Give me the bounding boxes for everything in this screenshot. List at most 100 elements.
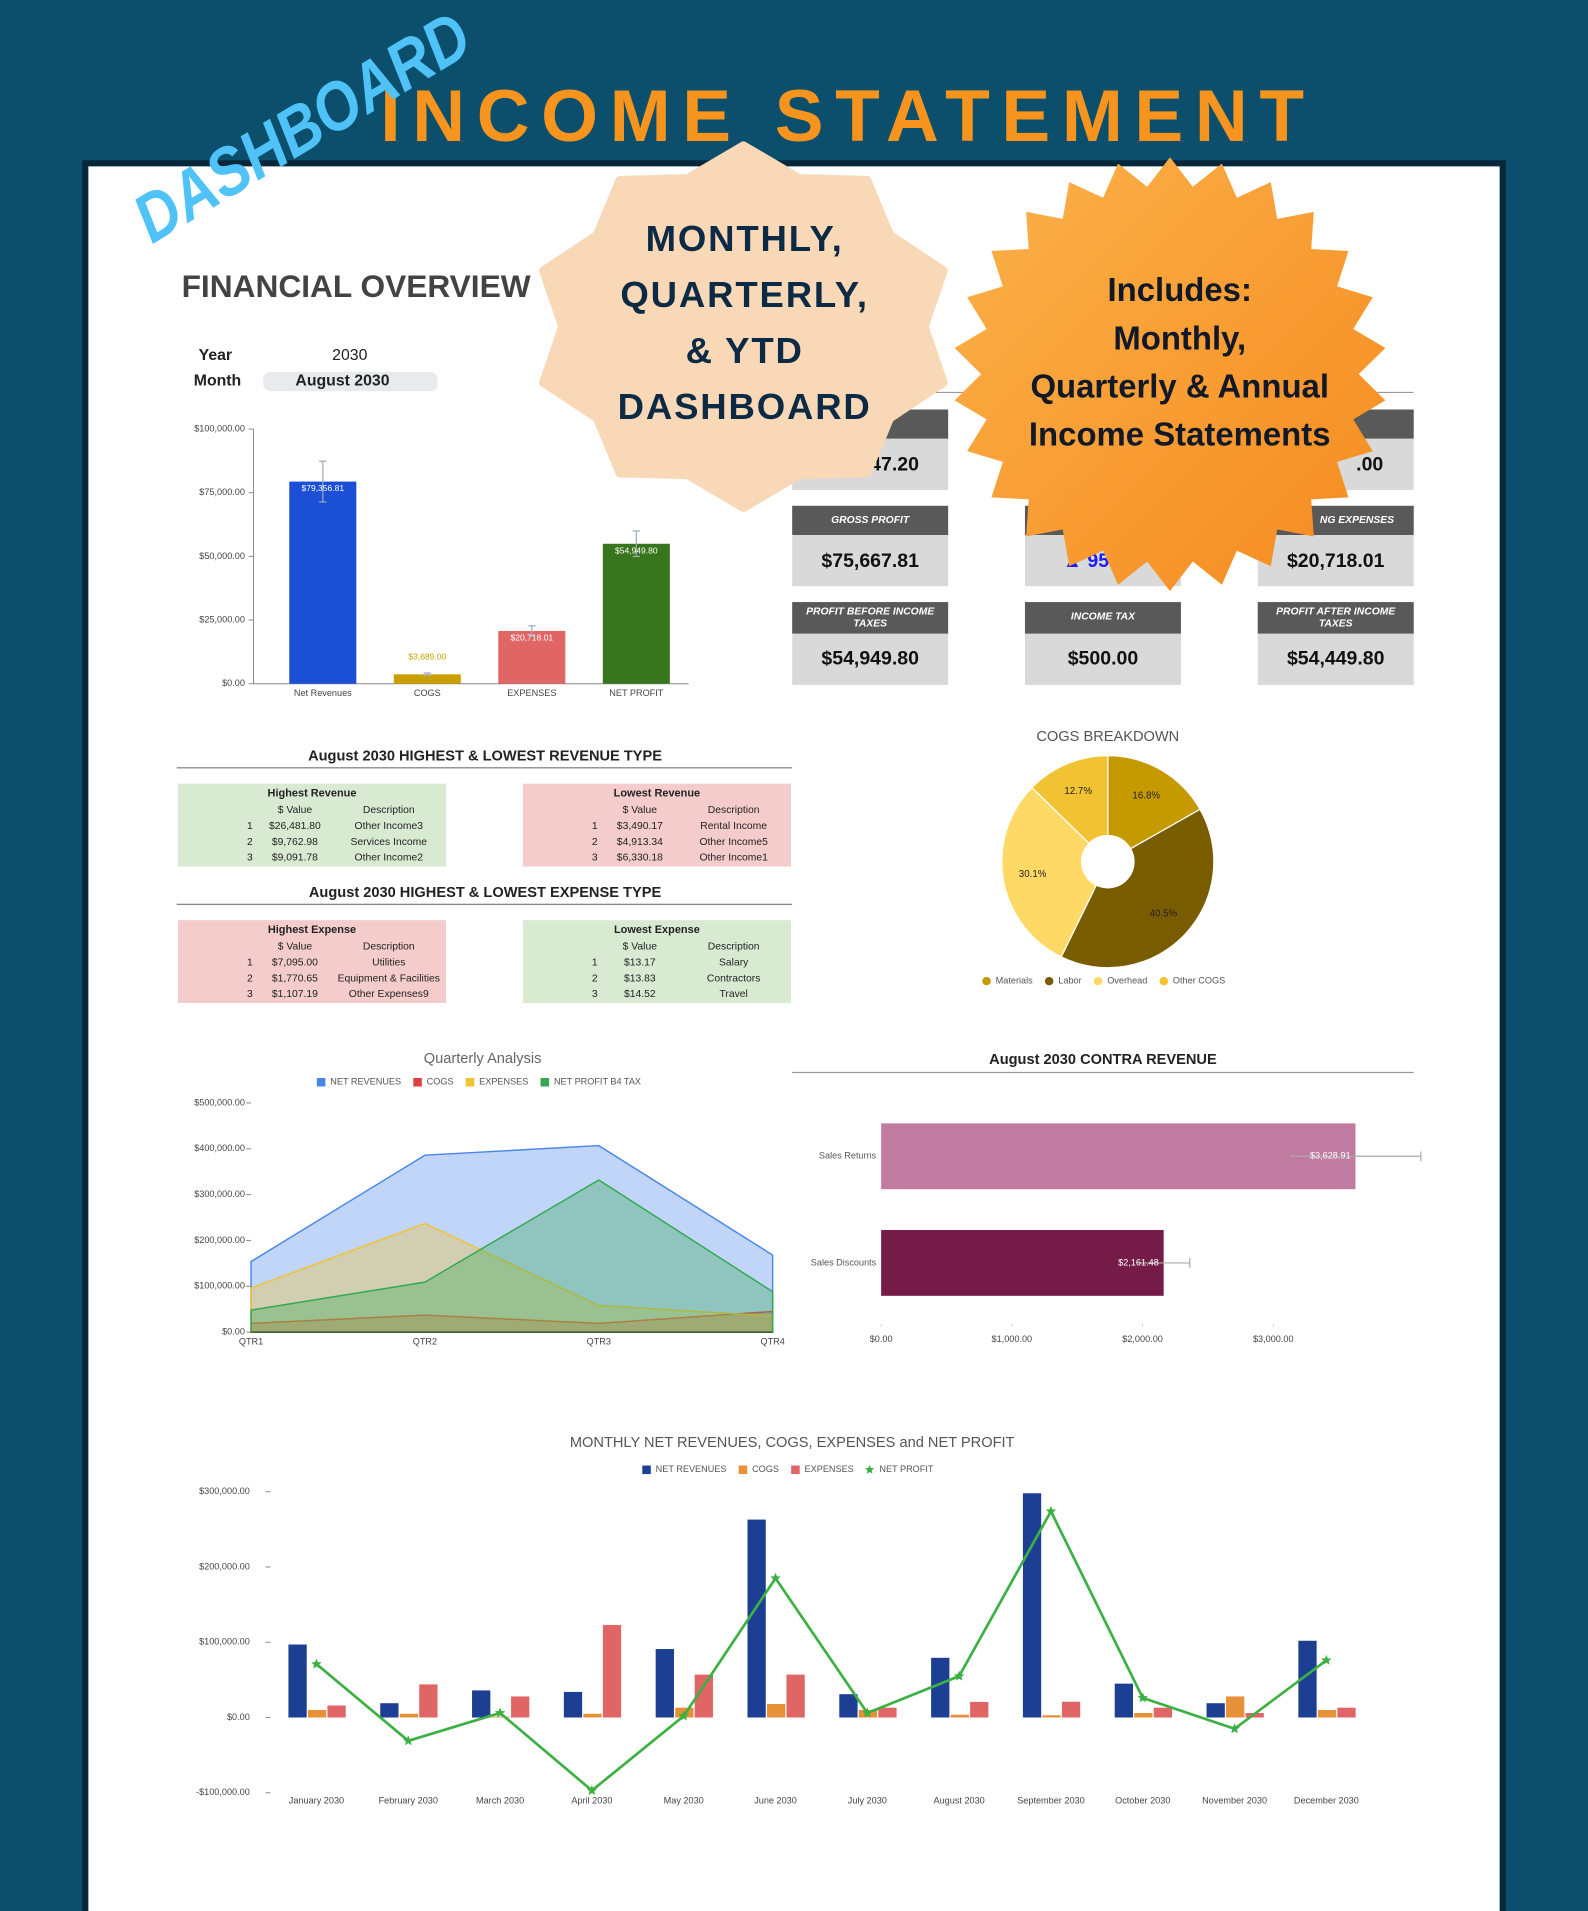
y-tick-label: $100,000.00: [194, 423, 245, 433]
pie-hole: [1081, 834, 1135, 889]
description: Salary: [719, 958, 749, 969]
kpi-value: $20,718.01: [1287, 550, 1385, 572]
legend-label: COGS: [752, 1464, 779, 1474]
kpi-header: [1024, 602, 1181, 634]
x-tick-label: COGS: [414, 688, 441, 698]
line-marker: [862, 1707, 873, 1718]
kpi-value: $75,667.81: [821, 550, 919, 572]
rank: 3: [247, 853, 253, 864]
value-label: $3,628.91: [1310, 1151, 1351, 1161]
bar: [655, 1649, 674, 1718]
y-tick-label: $0.00: [222, 678, 245, 688]
bar: [839, 1694, 858, 1718]
bar: [563, 1691, 583, 1718]
legend-marker: [864, 1464, 875, 1474]
amount: $14.52: [624, 989, 656, 1000]
amount: $1,107.19: [272, 989, 318, 1000]
legend-label: Overhead: [1107, 976, 1147, 986]
legend-label: NET REVENUES: [656, 1464, 727, 1474]
bar: [747, 1519, 766, 1718]
y-tick-label: $100,000.00: [194, 1281, 245, 1291]
line-marker: [1321, 1654, 1332, 1665]
x-tick-label: December 2030: [1294, 1796, 1359, 1806]
rank: 1: [592, 821, 598, 832]
overview-title: FINANCIAL OVERVIEW: [182, 268, 531, 304]
column-header: $ Value: [278, 942, 313, 953]
line-marker: [1045, 1505, 1057, 1516]
kpi-value-box: [792, 535, 949, 587]
bar: [288, 1644, 307, 1718]
rank: 1: [592, 958, 598, 969]
slice-label: 16.8%: [1132, 790, 1160, 801]
legend-swatch: [982, 976, 991, 986]
table-title: August 2030 HIGHEST & LOWEST REVENUE TYP…: [308, 749, 662, 765]
amount: $9,091.78: [272, 853, 318, 864]
y-tick-label: $75,000.00: [199, 487, 245, 497]
badge-shape: [539, 141, 948, 512]
line-marker: [494, 1707, 506, 1718]
badge-text: QUARTERLY,: [620, 274, 868, 315]
bar: [881, 1123, 1356, 1190]
line-marker: [1137, 1692, 1148, 1703]
kpi-header: [792, 505, 949, 536]
bar: [1153, 1707, 1173, 1718]
value-label: $54,949.80: [615, 545, 658, 555]
rank: 1: [247, 958, 253, 969]
y-tick-label: $400,000.00: [194, 1143, 245, 1153]
legend-label: NET REVENUES: [330, 1077, 401, 1087]
y-tick-label: $25,000.00: [199, 614, 245, 624]
legend-swatch: [316, 1077, 326, 1087]
bar: [1317, 1709, 1337, 1718]
legend-swatch: [1093, 976, 1103, 986]
x-tick-label: $1,000.00: [992, 1334, 1033, 1344]
bar: [307, 1709, 327, 1718]
bar: [380, 1703, 399, 1718]
rank: 2: [592, 837, 598, 848]
x-tick-label: October 2030: [1115, 1796, 1170, 1806]
table-group-bg: [177, 920, 447, 1004]
value-label: $3,689.00: [408, 652, 446, 662]
kpi-label: INCOME TAX: [1071, 611, 1136, 622]
badge-text: MONTHLY,: [646, 218, 844, 259]
bar: [1061, 1701, 1081, 1718]
bar: [1114, 1683, 1134, 1718]
kpi-label: TAXES: [853, 619, 887, 630]
amount: $13.83: [624, 973, 656, 984]
amount: $6,330.18: [617, 853, 663, 864]
description: Other Income1: [699, 853, 768, 864]
description: Rental Income: [700, 821, 767, 832]
description: Other Income5: [699, 837, 768, 848]
x-tick-label: QTR1: [239, 1336, 263, 1346]
bar: [950, 1714, 969, 1718]
bar: [327, 1705, 346, 1718]
legend-label: Other COGS: [1173, 976, 1225, 986]
legend-label: NET PROFIT B4 TAX: [554, 1077, 641, 1087]
rank: 1: [247, 821, 253, 832]
legend-label: NET PROFIT: [879, 1464, 934, 1474]
bar: [931, 1657, 950, 1718]
bar: [1206, 1703, 1225, 1718]
bar: [1134, 1712, 1153, 1718]
x-tick-label: November 2030: [1202, 1796, 1267, 1806]
bar: [399, 1713, 419, 1718]
y-tick-label: $0.00: [222, 1327, 245, 1337]
rank: 3: [247, 989, 253, 1000]
kpi-value: $54,449.80: [1287, 648, 1385, 670]
bar: [970, 1701, 989, 1718]
line-marker: [678, 1710, 689, 1721]
header-title: INCOME STATEMENT: [380, 76, 1304, 157]
legend-label: Labor: [1058, 976, 1081, 986]
field-label: Year: [199, 347, 232, 364]
y-tick-label: $200,000.00: [199, 1561, 250, 1571]
x-tick-label: $3,000.00: [1253, 1334, 1294, 1344]
x-tick-label: February 2030: [379, 1796, 438, 1806]
badge-shape: [954, 157, 1386, 592]
legend-swatch: [1159, 976, 1169, 986]
legend-swatch: [465, 1077, 475, 1087]
group-title: Lowest Revenue: [614, 787, 700, 799]
amount: $1,770.65: [272, 973, 318, 984]
description: Other Income3: [355, 821, 424, 832]
table-group-bg: [522, 920, 791, 1004]
bar: [583, 1713, 602, 1718]
